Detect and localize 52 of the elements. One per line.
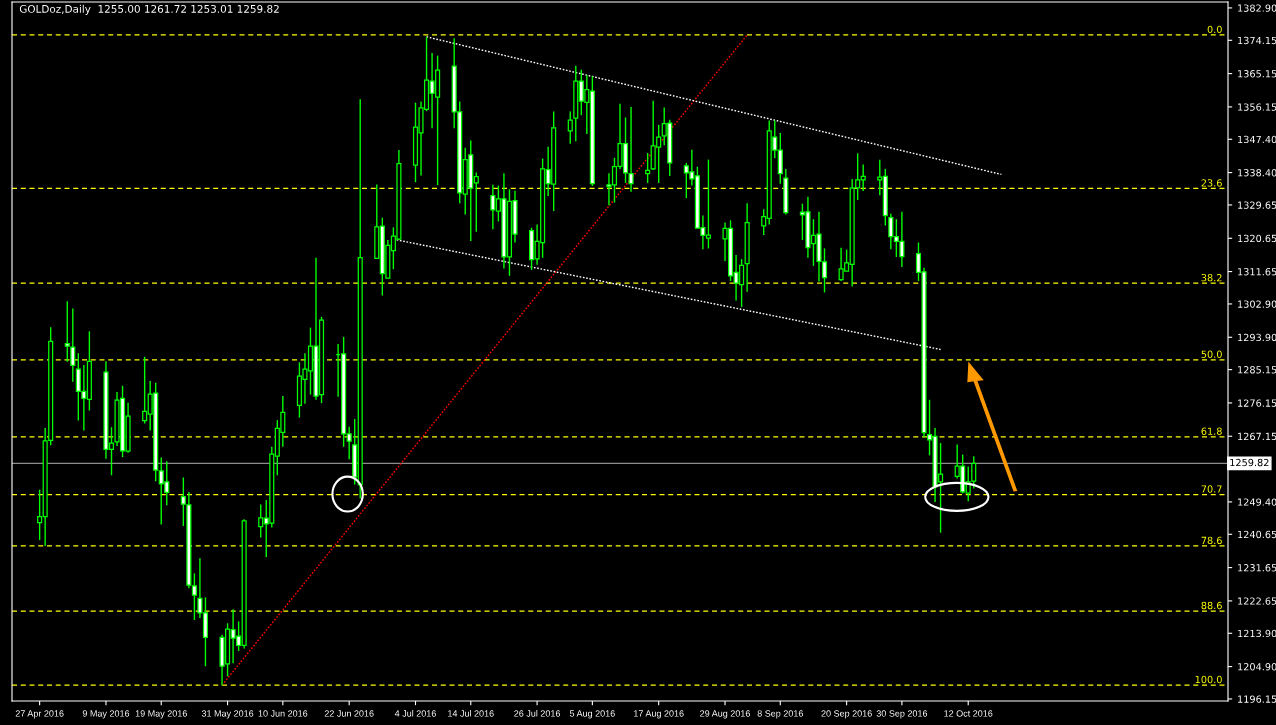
x-tick-label: 10 Jun 2016 (258, 710, 308, 717)
y-tick-label: 1329.65 (1238, 201, 1276, 209)
x-tick-label: 22 Jun 2016 (324, 710, 374, 717)
y-tick-label: 1347.40 (1238, 135, 1276, 144)
x-tick-label: 20 Sep 2016 (821, 710, 872, 719)
y-tick-label: 1382.90 (1238, 4, 1276, 12)
y-tick-label: 1213.90 (1238, 629, 1276, 638)
annotation: 61.8 (1201, 427, 1222, 435)
annotation: 23.6 (1201, 179, 1222, 187)
annotation: 50.0 (1201, 350, 1222, 358)
y-tick-label: 1374.15 (1238, 36, 1276, 45)
y-tick-label: 1196.15 (1238, 695, 1276, 703)
x-tick-label: 14 Jul 2016 (448, 710, 494, 717)
y-tick-label: 1267.15 (1238, 432, 1276, 441)
y-tick-label: 1222.65 (1238, 597, 1276, 605)
y-tick-label: 1231.65 (1238, 564, 1276, 572)
annotation: 88.6 (1201, 601, 1222, 610)
x-tick-label: 17 Aug 2016 (634, 710, 684, 719)
x-tick-label: 8 Sep 2016 (757, 710, 803, 719)
y-tick-label: 1240.65 (1238, 530, 1276, 539)
candlestick (70, 307, 76, 383)
chart-title: GOLDoz,Daily 1255.00 1261.72 1253.01 1259.82 (19, 4, 279, 15)
x-tick-label: 29 Aug 2016 (700, 710, 750, 719)
candlestick (567, 110, 573, 145)
x-tick-label: 30 Sep 2016 (876, 710, 928, 719)
candlestick (645, 152, 651, 184)
annotation: 70.7 (1201, 485, 1222, 493)
y-tick-label: 1249.40 (1238, 498, 1276, 506)
y-tick-label: 1293.90 (1238, 333, 1276, 342)
y-tick-label: 1302.90 (1238, 300, 1276, 308)
y-tick-label: 1356.15 (1238, 103, 1276, 111)
y-tick-label: 1276.15 (1238, 399, 1276, 407)
x-tick-label: 26 Jul 2016 (514, 710, 561, 717)
annotation: 38.2 (1201, 273, 1222, 282)
annotation: 0.0 (1207, 25, 1222, 34)
y-tick-label: 1338.40 (1238, 169, 1276, 177)
x-tick-label: 31 May 2016 (201, 710, 254, 719)
x-tick-label: 12 Oct 2016 (944, 710, 993, 717)
y-tick-label: 1320.65 (1238, 234, 1276, 243)
y-tick-label: 1365.15 (1238, 70, 1276, 78)
y-tick-label: 1311.65 (1238, 268, 1276, 276)
y-tick-label: 1285.15 (1238, 366, 1276, 374)
x-tick-label: 4 Jul 2016 (394, 710, 436, 717)
ref-line-label: 1259.82 (1230, 458, 1269, 467)
x-tick-label: 19 May 2016 (135, 710, 187, 719)
x-tick-label: 5 Aug 2016 (569, 710, 615, 719)
annotation: 78.6 (1201, 536, 1222, 545)
candlestick (64, 300, 70, 363)
y-tick-label: 1204.90 (1238, 663, 1276, 671)
x-tick-label: 9 May 2016 (82, 710, 130, 719)
x-tick-label: 27 Apr 2016 (15, 710, 64, 719)
annotation: 100.0 (1195, 675, 1222, 684)
